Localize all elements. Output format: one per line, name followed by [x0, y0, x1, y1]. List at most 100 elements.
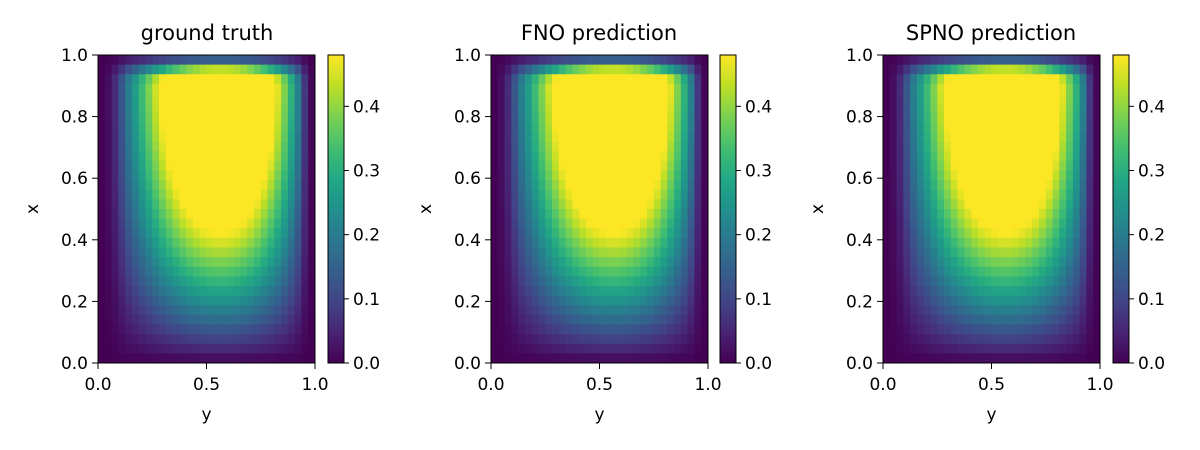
heatmap-cell: [971, 209, 979, 220]
heatmap-cell: [497, 305, 505, 316]
heatmap-cell: [1011, 189, 1020, 200]
heatmap-cell: [1079, 305, 1087, 316]
heatmap-cell: [680, 103, 689, 114]
heatmap-cell: [1025, 276, 1033, 287]
heatmap-cell: [579, 295, 587, 306]
heatmap-cell: [964, 276, 972, 287]
heatmap-cell: [165, 141, 173, 152]
heatmap-cell: [1025, 257, 1033, 268]
heatmap-cell: [186, 314, 194, 325]
heatmap-cell: [680, 324, 689, 335]
heatmap-cell: [213, 132, 221, 143]
heatmap-cell: [104, 295, 112, 306]
heatmap-cell: [1005, 170, 1013, 181]
heatmap-cell: [165, 160, 173, 171]
heatmap-cell: [206, 228, 214, 239]
heatmap-cell: [186, 93, 194, 104]
heatmap-cell: [165, 180, 173, 191]
heatmap-cell: [531, 228, 539, 239]
heatmap-cell: [1079, 295, 1087, 306]
heatmap-cell: [687, 160, 695, 171]
heatmap-cell: [687, 170, 695, 181]
heatmap-cell: [172, 55, 180, 66]
heatmap-cell: [531, 180, 539, 191]
heatmap-cell: [680, 286, 689, 297]
heatmap-cell: [579, 83, 587, 94]
heatmap-cell: [572, 295, 580, 306]
heatmap-cell: [538, 189, 546, 200]
heatmap-cell: [883, 343, 891, 354]
heatmap-cell: [220, 218, 228, 229]
heatmap-cell: [1059, 295, 1067, 306]
heatmap-cell: [220, 112, 228, 123]
heatmap-cell: [287, 314, 296, 325]
heatmap-cell: [930, 103, 938, 114]
heatmap-cell: [1045, 228, 1053, 239]
heatmap-cell: [984, 93, 992, 104]
heatmap-cell: [1059, 314, 1067, 325]
heatmap-cell: [1093, 247, 1101, 258]
y-tick-label: 1.0: [846, 46, 873, 66]
heatmap-cell: [179, 103, 187, 114]
heatmap-cell: [883, 218, 891, 229]
heatmap-cell: [98, 93, 106, 104]
heatmap-cell: [964, 209, 972, 220]
heatmap-cell: [240, 209, 248, 220]
heatmap-cell: [186, 237, 194, 248]
heatmap-cell: [991, 286, 999, 297]
heatmap-cell: [950, 180, 958, 191]
heatmap-cell: [687, 295, 695, 306]
heatmap-cell: [984, 295, 992, 306]
heatmap-cell: [964, 295, 972, 306]
heatmap-cell: [192, 141, 201, 152]
heatmap-cell: [667, 247, 675, 258]
heatmap-cell: [957, 266, 965, 277]
heatmap-cell: [138, 266, 146, 277]
heatmap-cell: [1079, 247, 1087, 258]
heatmap-cell: [524, 64, 533, 75]
heatmap-cell: [1025, 93, 1033, 104]
heatmap-cell: [1052, 122, 1060, 133]
heatmap-cell: [944, 237, 952, 248]
heatmap-cell: [308, 103, 316, 114]
heatmap-cell: [220, 286, 228, 297]
heatmap-cell: [1038, 93, 1047, 104]
heatmap-cell: [896, 170, 904, 181]
heatmap-cell: [497, 122, 505, 133]
heatmap-cell: [213, 257, 221, 268]
heatmap-cell: [504, 209, 512, 220]
heatmap-cell: [660, 112, 668, 123]
heatmap-cell: [165, 199, 173, 210]
heatmap-cell: [592, 141, 600, 152]
heatmap-cell: [118, 55, 126, 66]
heatmap-cell: [1045, 141, 1053, 152]
heatmap-cell: [253, 122, 262, 133]
heatmap-cell: [233, 170, 241, 181]
heatmap-cell: [694, 247, 702, 258]
heatmap-cell: [491, 180, 499, 191]
heatmap-cell: [531, 112, 539, 123]
heatmap-cell: [1066, 170, 1074, 181]
heatmap-cell: [572, 276, 580, 287]
heatmap-cell: [626, 343, 634, 354]
heatmap-cell: [497, 64, 505, 75]
heatmap-cell: [281, 353, 289, 364]
heatmap-cell: [247, 122, 255, 133]
heatmap-cell: [1005, 276, 1013, 287]
heatmap-cell: [599, 334, 607, 345]
heatmap-cell: [294, 189, 302, 200]
heatmap-cell: [1072, 286, 1081, 297]
heatmap-cell: [308, 314, 316, 325]
heatmap-cell: [930, 343, 938, 354]
heatmap-cell: [1045, 112, 1053, 123]
heatmap-cell: [903, 141, 911, 152]
heatmap-cell: [1032, 247, 1040, 258]
heatmap-cell: [957, 55, 965, 66]
heatmap-cell: [152, 295, 160, 306]
heatmap-cell: [579, 276, 587, 287]
heatmap-cell: [240, 343, 248, 354]
heatmap-cell: [179, 228, 187, 239]
heatmap-cell: [667, 83, 675, 94]
heatmap-cell: [984, 103, 992, 114]
heatmap-cell: [491, 237, 499, 248]
